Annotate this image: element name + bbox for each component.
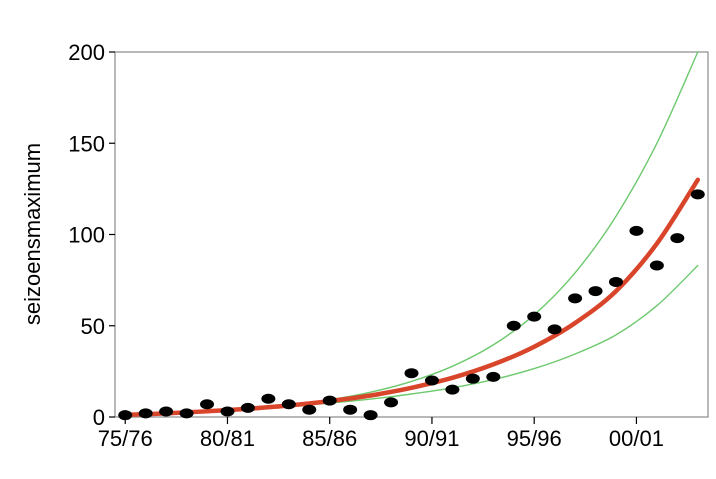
- x-tick-label: 90/91: [404, 426, 459, 451]
- data-points: [118, 189, 705, 421]
- data-point: [588, 286, 603, 297]
- data-point: [547, 324, 562, 335]
- data-point: [261, 393, 276, 404]
- data-point: [568, 293, 583, 304]
- data-point: [465, 373, 480, 384]
- data-point: [159, 406, 174, 417]
- data-point: [649, 260, 664, 271]
- data-point: [200, 399, 215, 410]
- data-point: [690, 189, 705, 200]
- x-tick-label: 00/01: [609, 426, 664, 451]
- data-point: [363, 410, 378, 421]
- data-point: [281, 399, 296, 410]
- x-tick-label: 80/81: [200, 426, 255, 451]
- x-axis: 75/76 80/81 85/86 90/91 95/96 00/01: [98, 417, 664, 451]
- curves: [122, 51, 701, 418]
- data-point: [608, 276, 623, 287]
- data-point: [322, 395, 337, 406]
- x-tick-label: 85/86: [302, 426, 357, 451]
- y-tick-label: 50: [81, 314, 105, 339]
- upper-bound-curve: [124, 51, 699, 416]
- data-point: [179, 408, 194, 419]
- data-point: [343, 404, 358, 415]
- data-point: [302, 404, 317, 415]
- data-point: [486, 371, 501, 382]
- x-tick-label: 75/76: [98, 426, 153, 451]
- data-point: [220, 406, 235, 417]
- data-point: [138, 408, 153, 419]
- data-point: [506, 320, 521, 331]
- y-axis-title: seizoensmaximum: [20, 143, 45, 325]
- y-tick-label: 150: [68, 131, 105, 156]
- fit-curve: [122, 177, 701, 418]
- y-axis: 0 50 100 150 200: [68, 40, 115, 430]
- x-tick-label: 95/96: [507, 426, 562, 451]
- data-point: [670, 233, 685, 244]
- data-point: [384, 397, 399, 408]
- data-point: [424, 375, 439, 386]
- data-point: [629, 225, 644, 236]
- y-tick-label: 200: [68, 40, 105, 65]
- lower-bound-curve: [124, 264, 699, 415]
- data-point: [527, 311, 542, 322]
- data-point: [404, 368, 419, 379]
- data-point: [240, 402, 255, 413]
- data-point: [118, 410, 133, 421]
- plot-frame: [114, 51, 709, 418]
- y-tick-label: 0: [93, 405, 105, 430]
- y-tick-label: 100: [68, 223, 105, 248]
- data-point: [445, 384, 460, 395]
